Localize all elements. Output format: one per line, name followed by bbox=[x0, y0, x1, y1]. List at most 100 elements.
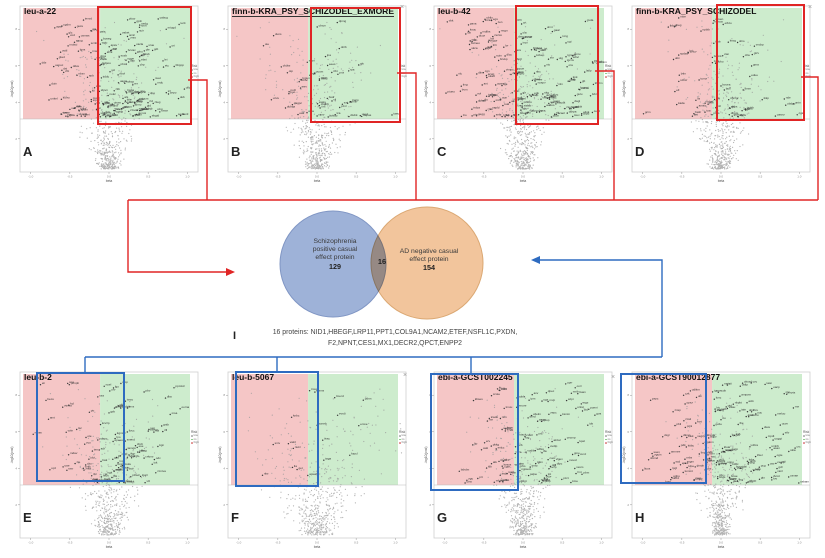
svg-text:gcs: gcs bbox=[114, 456, 119, 460]
svg-text:vzle: vzle bbox=[68, 429, 74, 433]
svg-text:4: 4 bbox=[15, 100, 17, 104]
svg-text:ikaz: ikaz bbox=[487, 45, 493, 49]
close-icon[interactable]: × bbox=[403, 372, 408, 379]
svg-text:get: get bbox=[299, 466, 303, 470]
highlight-box bbox=[716, 4, 805, 121]
svg-text:0.0: 0.0 bbox=[521, 541, 526, 545]
svg-text:tgv: tgv bbox=[141, 89, 146, 93]
volcano-plot-svg: -1.0 -0.5 0.0 0.5 1.0 8 6 4 2 beta -log10(pval) oas… bbox=[622, 5, 811, 183]
svg-text:tsc: tsc bbox=[78, 426, 82, 430]
svg-text:ote: ote bbox=[87, 434, 92, 438]
svg-text:reuk: reuk bbox=[103, 473, 109, 477]
svg-text:azrk: azrk bbox=[107, 50, 113, 54]
svg-text:pava: pava bbox=[470, 21, 477, 25]
svg-text:vzac: vzac bbox=[85, 465, 92, 469]
svg-text:ngk: ngk bbox=[107, 471, 112, 475]
svg-text:pni: pni bbox=[494, 93, 498, 97]
svg-text:gulu: gulu bbox=[577, 92, 583, 96]
svg-text:vod: vod bbox=[70, 33, 75, 37]
svg-text:ckpd: ckpd bbox=[583, 112, 590, 116]
svg-text:eees: eees bbox=[329, 62, 336, 66]
panel-title: finn-b-KRA_PSY_SCHIZODEL bbox=[636, 6, 757, 16]
svg-text:dpknb: dpknb bbox=[478, 98, 487, 102]
svg-text:glnu: glnu bbox=[137, 50, 143, 54]
svg-text:psd: psd bbox=[135, 112, 140, 116]
svg-text:pckbi: pckbi bbox=[575, 105, 582, 109]
panel-title: leu-a-22 bbox=[24, 6, 57, 16]
svg-text:zrke: zrke bbox=[85, 467, 91, 471]
labeled-significant-points: lanmczkuuusdadoibraukibzpzniarazudikmobs… bbox=[642, 379, 810, 484]
svg-text:vlz: vlz bbox=[147, 479, 151, 483]
svg-text:-0.5: -0.5 bbox=[67, 175, 73, 179]
panel-title: finn-b-KRA_PSY_SCHIZODEL_EXMORE bbox=[232, 6, 394, 17]
svg-text:olsru: olsru bbox=[136, 99, 143, 103]
svg-text:ealz: ealz bbox=[541, 48, 547, 52]
svg-text:vmkz: vmkz bbox=[542, 96, 549, 100]
svg-text:crit: crit bbox=[104, 100, 108, 104]
svg-text:avvn: avvn bbox=[546, 93, 553, 97]
svg-text:-1.0: -1.0 bbox=[236, 175, 242, 179]
svg-text:iot: iot bbox=[689, 49, 692, 53]
svg-text:0.0: 0.0 bbox=[315, 175, 320, 179]
svg-text:bacdk: bacdk bbox=[557, 100, 566, 104]
svg-text:tcev: tcev bbox=[574, 113, 580, 117]
background-points bbox=[660, 13, 785, 170]
svg-text:celm: celm bbox=[129, 100, 136, 104]
plot-legend: Risk low ns high bbox=[191, 64, 199, 79]
svg-text:pobpc: pobpc bbox=[99, 436, 108, 440]
svg-text:muc: muc bbox=[551, 96, 557, 100]
svg-text:obdpc: obdpc bbox=[787, 102, 796, 106]
svg-text:alokm: alokm bbox=[599, 60, 608, 64]
svg-text:gdt: gdt bbox=[154, 47, 158, 51]
svg-text:isr: isr bbox=[98, 106, 101, 110]
svg-text:rnci: rnci bbox=[105, 101, 110, 105]
close-icon[interactable]: × bbox=[808, 4, 813, 11]
svg-text:ddo: ddo bbox=[120, 402, 125, 406]
svg-text:raslr: raslr bbox=[695, 110, 701, 114]
background-points bbox=[247, 388, 403, 536]
svg-text:uae: uae bbox=[65, 463, 70, 467]
svg-text:tvv: tvv bbox=[93, 27, 97, 31]
svg-text:psauc: psauc bbox=[141, 107, 150, 111]
svg-text:avt: avt bbox=[484, 81, 488, 85]
svg-text:1.0: 1.0 bbox=[797, 175, 802, 179]
svg-text:klr: klr bbox=[507, 113, 510, 117]
svg-text:ldmo: ldmo bbox=[135, 102, 142, 106]
svg-text:0.5: 0.5 bbox=[560, 175, 565, 179]
close-icon[interactable]: × bbox=[611, 374, 616, 381]
svg-text:-0.5: -0.5 bbox=[275, 175, 281, 179]
svg-text:okdak: okdak bbox=[122, 405, 131, 409]
svg-text:ten: ten bbox=[94, 448, 99, 452]
svg-text:nil: nil bbox=[732, 105, 735, 109]
svg-text:6: 6 bbox=[627, 64, 629, 68]
svg-text:ckusz: ckusz bbox=[283, 63, 291, 67]
svg-text:tdzc: tdzc bbox=[553, 93, 559, 97]
svg-text:ooko: ooko bbox=[717, 60, 724, 64]
svg-text:2: 2 bbox=[627, 137, 629, 141]
close-icon[interactable]: × bbox=[400, 4, 405, 11]
svg-text:6: 6 bbox=[15, 430, 17, 434]
svg-text:gizv: gizv bbox=[754, 51, 760, 55]
svg-text:bsdr: bsdr bbox=[329, 95, 335, 99]
svg-text:vauvg: vauvg bbox=[150, 428, 158, 432]
svg-text:pdnn: pdnn bbox=[365, 397, 372, 401]
svg-text:oniic: oniic bbox=[129, 33, 136, 37]
svg-text:dmp: dmp bbox=[518, 35, 524, 39]
svg-text:ibeg: ibeg bbox=[676, 23, 682, 27]
svg-text:vapld: vapld bbox=[492, 106, 500, 110]
svg-text:bcvav: bcvav bbox=[128, 48, 136, 52]
svg-text:terit: terit bbox=[181, 21, 186, 25]
svg-text:egs: egs bbox=[493, 17, 498, 21]
svg-text:rlbvl: rlbvl bbox=[120, 71, 126, 75]
svg-text:pzvl: pzvl bbox=[341, 104, 347, 108]
svg-text:rrbm: rrbm bbox=[309, 59, 316, 63]
svg-text:8: 8 bbox=[223, 393, 225, 397]
positive-significant-region bbox=[712, 8, 802, 119]
svg-text:ngar: ngar bbox=[321, 75, 327, 79]
svg-text:vabet: vabet bbox=[122, 31, 130, 35]
svg-text:icl: icl bbox=[168, 89, 171, 93]
svg-text:tco: tco bbox=[106, 109, 110, 113]
svg-text:miogd: miogd bbox=[168, 26, 177, 30]
background-points bbox=[466, 388, 594, 536]
highlight-box bbox=[36, 372, 125, 482]
